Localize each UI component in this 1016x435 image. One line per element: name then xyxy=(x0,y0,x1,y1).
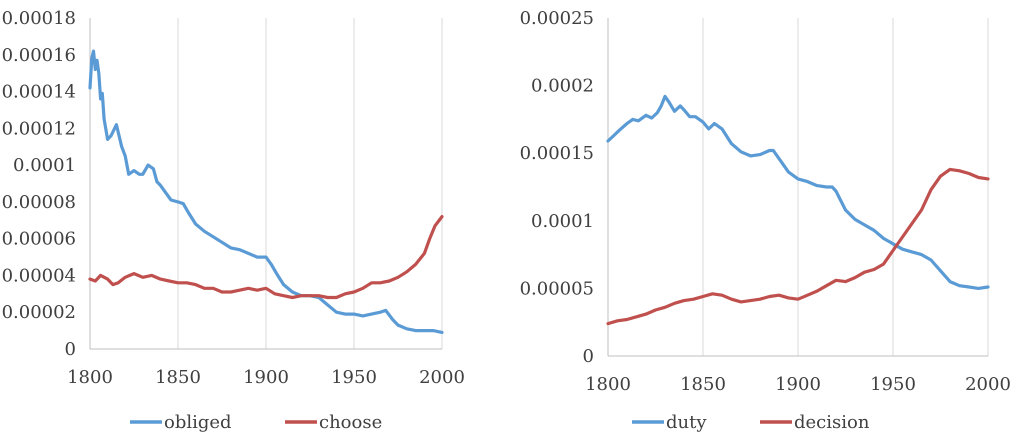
y-tick-label: 0 xyxy=(65,339,76,360)
y-tick-label: 0.00012 xyxy=(2,118,76,139)
x-tick-label: 1950 xyxy=(870,374,916,395)
x-tick-label: 1800 xyxy=(67,367,113,388)
x-tick-label: 1950 xyxy=(331,367,377,388)
legend-label-duty: duty xyxy=(666,412,707,433)
series-line-decision xyxy=(606,167,990,326)
x-tick-label: 2000 xyxy=(965,374,1011,395)
series-line-duty xyxy=(606,94,990,290)
y-tick-label: 0.00018 xyxy=(2,8,76,29)
x-tick-label: 1900 xyxy=(243,367,289,388)
x-tick-label: 1900 xyxy=(775,374,821,395)
y-tick-label: 0.00014 xyxy=(2,82,76,103)
chart-left: 0 0.00002 0.00004 0.00006 0.00008 0.0001 0.000… xyxy=(2,8,465,433)
y-tick-label: 0.0001 xyxy=(531,211,594,232)
y-tick-label: 0.0001 xyxy=(13,155,76,176)
legend-label-decision: decision xyxy=(794,412,870,433)
series-line-choose xyxy=(88,215,444,300)
y-tick-label: 0.00005 xyxy=(520,278,594,299)
y-tick-label: 0.00006 xyxy=(2,229,76,250)
chart-right: 0 0.00005 0.0001 0.00015 0.0002 0.00025 1800 18… xyxy=(520,8,1011,433)
legend-label-obliged: obliged xyxy=(164,412,232,433)
y-tick-label: 0.00016 xyxy=(2,45,76,66)
y-tick-label: 0.00015 xyxy=(520,143,594,164)
x-tick-label: 1850 xyxy=(680,374,726,395)
y-tick-label: 0.00002 xyxy=(2,302,76,323)
legend-label-choose: choose xyxy=(319,412,382,433)
series-line-obliged xyxy=(88,49,444,334)
y-tick-label: 0 xyxy=(583,346,594,367)
y-tick-label: 0.00025 xyxy=(520,8,594,29)
y-tick-label: 0.00008 xyxy=(2,192,76,213)
x-tick-label: 2000 xyxy=(419,367,465,388)
y-tick-label: 0.0002 xyxy=(531,76,594,97)
y-tick-label: 0.00004 xyxy=(2,265,76,286)
x-tick-label: 1800 xyxy=(585,374,631,395)
x-tick-label: 1850 xyxy=(155,367,201,388)
